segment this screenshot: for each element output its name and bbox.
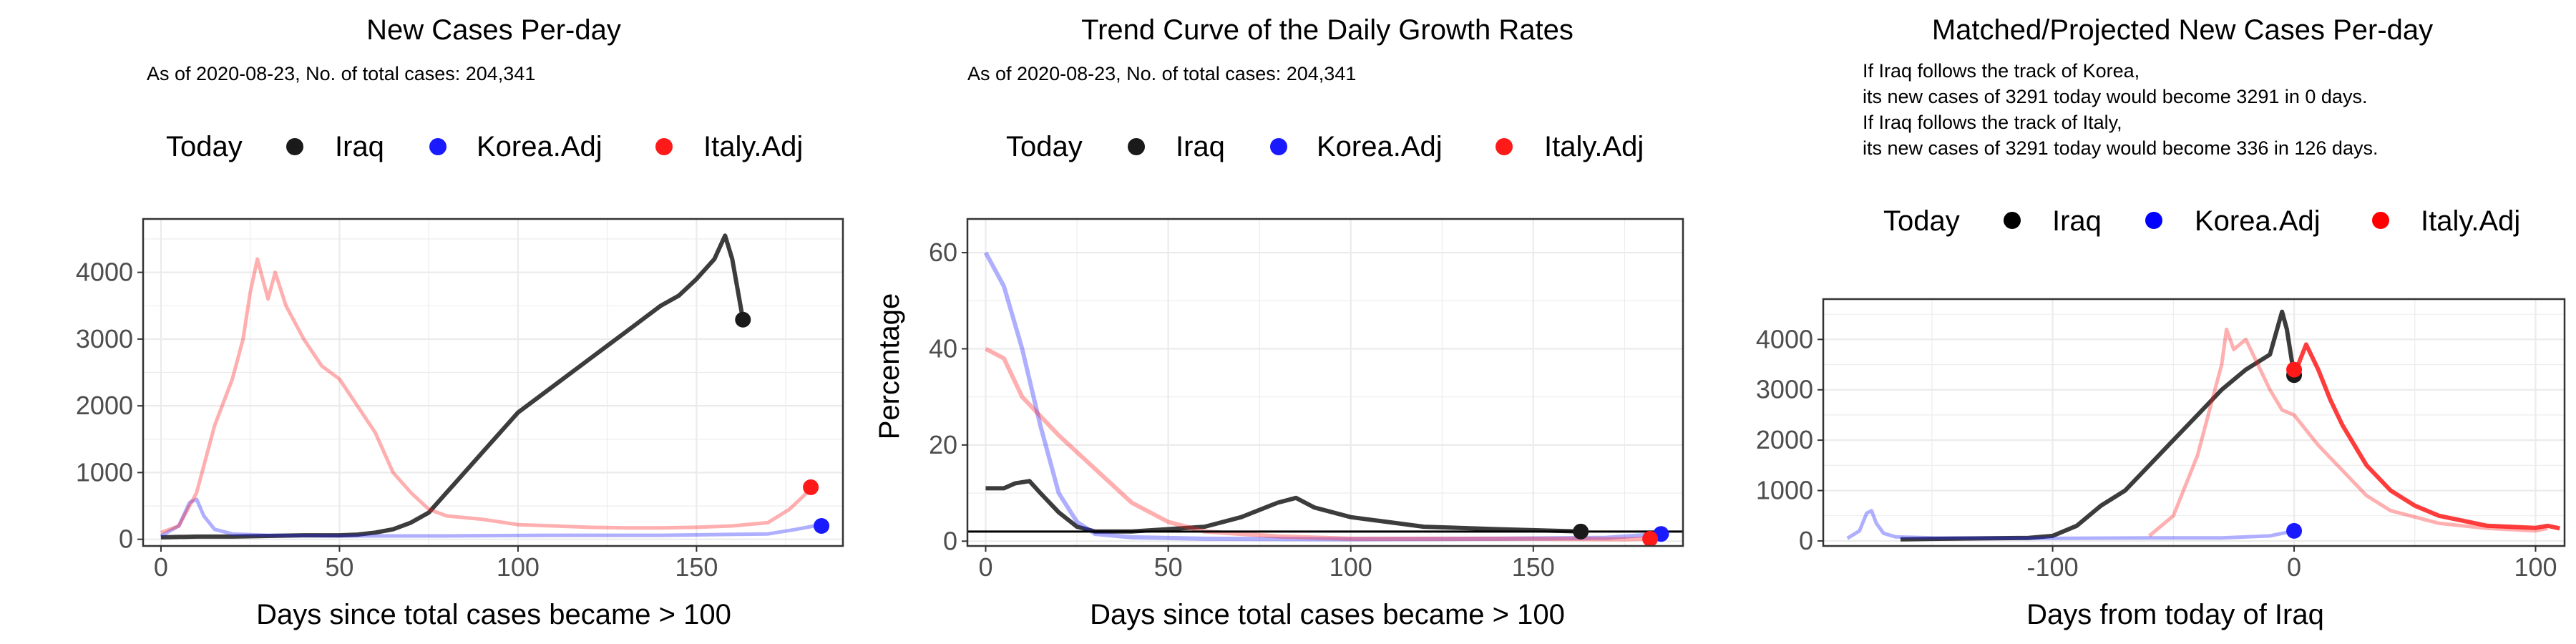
y-tick-label: 4000 bbox=[1756, 324, 1813, 353]
panel1-x-axis-title: Days since total cases became > 100 bbox=[256, 599, 731, 630]
panel1-legend-key-korea bbox=[429, 138, 447, 155]
panel2-subtitle: As of 2020-08-23, No. of total cases: 20… bbox=[967, 63, 1356, 84]
y-tick-label: 1000 bbox=[76, 457, 133, 487]
panel3-legend-key-iraq bbox=[2004, 212, 2021, 229]
y-tick-label: 60 bbox=[929, 238, 957, 267]
y-tick-label: 2000 bbox=[76, 391, 133, 420]
x-tick-label: 100 bbox=[2514, 552, 2557, 582]
panel2-legend: Today Iraq Korea.Adj Italy.Adj bbox=[1006, 131, 1644, 162]
x-tick-label: 50 bbox=[325, 552, 353, 582]
x-tick-label: -100 bbox=[2027, 552, 2079, 582]
y-tick-label: 3000 bbox=[1756, 375, 1813, 404]
y-tick-label: 1000 bbox=[1756, 476, 1813, 505]
panel1-legend: Today Iraq Korea.Adj Italy.Adj bbox=[166, 131, 803, 162]
y-tick-label: 2000 bbox=[1756, 425, 1813, 454]
panel2-legend-title: Today bbox=[1006, 131, 1083, 162]
series-line-iraq bbox=[1900, 309, 2296, 542]
panel3-legend-key-korea bbox=[2145, 212, 2162, 229]
x-tick-label: 0 bbox=[2287, 552, 2301, 582]
panel3-annotations: If Iraq follows the track of Korea, its … bbox=[1863, 60, 2378, 159]
plot-background bbox=[143, 219, 843, 546]
panel1-legend-label-italy: Italy.Adj bbox=[703, 131, 803, 162]
x-tick-label: 100 bbox=[497, 552, 540, 582]
y-tick-label: 20 bbox=[929, 430, 957, 459]
panel3-annotation-line: If Iraq follows the track of Italy, bbox=[1863, 112, 2122, 133]
plot-area bbox=[967, 251, 1683, 542]
panel1-legend-key-italy bbox=[655, 138, 673, 155]
panel1-subtitle: As of 2020-08-23, No. of total cases: 20… bbox=[147, 63, 535, 84]
series-line-korea-adj bbox=[983, 251, 1662, 542]
panel2-legend-label-iraq: Iraq bbox=[1176, 131, 1225, 162]
panel3-legend-label-iraq: Iraq bbox=[2052, 205, 2102, 237]
plot-background bbox=[967, 219, 1683, 546]
x-tick-label: 0 bbox=[154, 552, 168, 582]
today-point-korea-adj bbox=[814, 518, 830, 535]
panel3-legend-label-italy: Italy.Adj bbox=[2421, 205, 2520, 237]
panel2-legend-key-italy bbox=[1496, 138, 1513, 155]
panel1-legend-key-iraq bbox=[286, 138, 303, 155]
series-line-iraq bbox=[985, 479, 1581, 534]
plot-border bbox=[142, 218, 844, 547]
series-line-korea-adj bbox=[1846, 509, 2295, 540]
today-point-iraq bbox=[735, 311, 751, 328]
panel1-legend-label-iraq: Iraq bbox=[335, 131, 384, 162]
y-tick-label: 40 bbox=[929, 333, 957, 363]
y-tick-label: 3000 bbox=[76, 324, 133, 353]
x-tick-label: 0 bbox=[978, 552, 992, 582]
panel3-legend-key-italy bbox=[2372, 212, 2389, 229]
panel-growth-rate: Trend Curve of the Daily Growth Rates As… bbox=[874, 14, 1684, 630]
series-line-italy-adj bbox=[160, 257, 813, 535]
x-tick-label: 150 bbox=[1512, 552, 1555, 582]
plot-background bbox=[1823, 299, 2565, 546]
panel1-title: New Cases Per-day bbox=[366, 14, 621, 46]
panel2-y-axis-title: Percentage bbox=[874, 293, 905, 440]
panel2-legend-label-italy: Italy.Adj bbox=[1544, 131, 1644, 162]
panel2-legend-key-iraq bbox=[1128, 138, 1145, 155]
today-point-italy-adj-projected bbox=[2286, 361, 2303, 378]
series-line-iraq bbox=[160, 233, 746, 540]
panel3-annotation-line: its new cases of 3291 today would become… bbox=[1863, 137, 2378, 159]
plot-border bbox=[966, 218, 1684, 547]
plot-area bbox=[1846, 309, 2560, 542]
series-line-italy-adj-projected bbox=[2292, 342, 2560, 531]
panel3-legend-label-korea: Korea.Adj bbox=[2195, 205, 2321, 237]
today-point-italy-adj bbox=[1642, 530, 1659, 547]
panel3-title: Matched/Projected New Cases Per-day bbox=[1932, 14, 2433, 46]
series-line-korea-adj bbox=[160, 497, 822, 538]
y-tick-label: 0 bbox=[1799, 526, 1813, 555]
plot-area bbox=[160, 233, 822, 540]
panel3-legend: Today Iraq Korea.Adj Italy.Adj bbox=[1883, 205, 2520, 237]
panel1-legend-title: Today bbox=[166, 131, 243, 162]
y-tick-label: 4000 bbox=[76, 258, 133, 287]
panel3-x-axis-title: Days from today of Iraq bbox=[2026, 599, 2324, 630]
panel-new-cases: New Cases Per-day As of 2020-08-23, No. … bbox=[76, 14, 844, 630]
panel2-title: Trend Curve of the Daily Growth Rates bbox=[1081, 14, 1574, 46]
panel-projection: Matched/Projected New Cases Per-day If I… bbox=[1756, 14, 2566, 630]
y-tick-label: 0 bbox=[119, 525, 133, 554]
series-line-italy-adj bbox=[985, 346, 1651, 542]
today-point-korea-adj bbox=[2286, 522, 2303, 539]
x-tick-label: 150 bbox=[675, 552, 718, 582]
panel2-plot: 0 50 100 150 0 20 40 60 bbox=[929, 218, 1684, 582]
x-tick-label: 50 bbox=[1154, 552, 1183, 582]
panel1-legend-label-korea: Korea.Adj bbox=[477, 131, 602, 162]
panel2-legend-label-korea: Korea.Adj bbox=[1317, 131, 1443, 162]
y-tick-label: 0 bbox=[943, 526, 957, 555]
plot-border bbox=[1822, 298, 2566, 547]
panel3-annotation-line: If Iraq follows the track of Korea, bbox=[1863, 60, 2140, 82]
series-line-italy-adj-past bbox=[2147, 327, 2548, 537]
panel2-legend-key-korea bbox=[1270, 138, 1287, 155]
today-point-italy-adj bbox=[803, 479, 819, 495]
panel2-x-axis-title: Days since total cases became > 100 bbox=[1090, 599, 1565, 630]
today-point-iraq bbox=[1573, 523, 1589, 540]
x-tick-label: 100 bbox=[1330, 552, 1372, 582]
panel3-legend-title: Today bbox=[1883, 205, 1960, 237]
panel1-plot: 0 50 100 150 0 1000 2000 3000 4000 bbox=[76, 218, 844, 582]
panel3-annotation-line: its new cases of 3291 today would become… bbox=[1863, 86, 2367, 107]
